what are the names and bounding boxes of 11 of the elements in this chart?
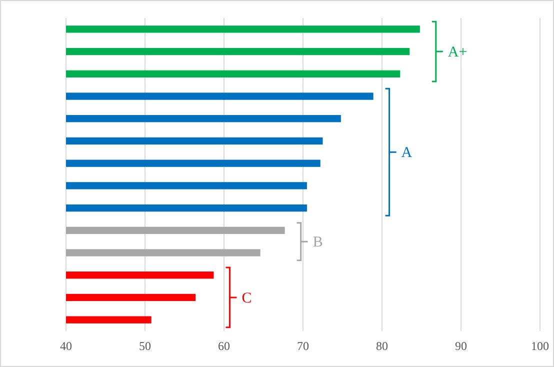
x-tick-label: 60 xyxy=(218,339,230,353)
x-tick-label: 100 xyxy=(531,339,549,353)
x-tick-label: 80 xyxy=(376,339,388,353)
annotation: C xyxy=(242,290,252,306)
annotation: A+ xyxy=(448,44,468,61)
x-tick-label: 40 xyxy=(60,339,72,353)
x-tick-label: 70 xyxy=(297,339,309,353)
x-tick-label: 50 xyxy=(139,339,151,353)
x-tick-label: 90 xyxy=(455,339,467,353)
annotation: B xyxy=(312,234,323,251)
annotation: A xyxy=(401,145,412,162)
